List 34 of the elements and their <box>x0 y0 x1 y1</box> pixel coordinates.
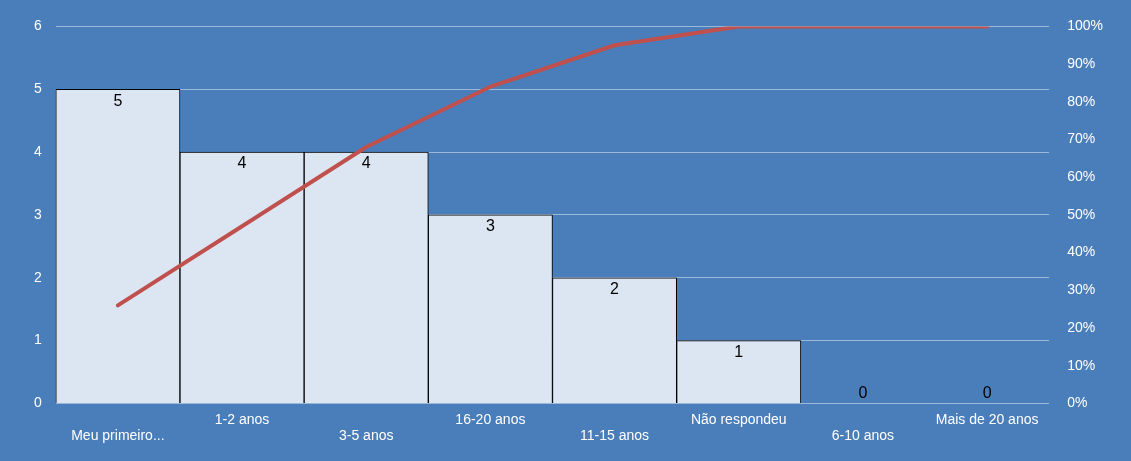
y2-tick-label: 20% <box>1067 318 1096 335</box>
y2-tick-label: 90% <box>1067 54 1096 71</box>
y-tick-label: 6 <box>33 17 42 34</box>
x-tick-label: Não respondeu <box>690 410 787 427</box>
y2-tick-label: 70% <box>1067 130 1096 147</box>
data-label: 5 <box>113 91 123 109</box>
y2-tick-label: 40% <box>1067 243 1096 260</box>
y2-tick-label: 60% <box>1067 168 1096 185</box>
y2-tick-label: 80% <box>1067 92 1096 109</box>
data-label: 0 <box>858 383 868 401</box>
x-tick-label: 16-20 anos <box>455 410 526 427</box>
y-tick-label: 5 <box>33 80 42 97</box>
data-label: 3 <box>485 217 495 235</box>
y-tick-label: 0 <box>33 394 42 411</box>
y-tick-label: 2 <box>33 268 42 285</box>
data-label: 4 <box>361 154 371 172</box>
y2-tick-label: 100% <box>1067 17 1104 34</box>
data-label: 1 <box>734 342 744 360</box>
y2-tick-label: 50% <box>1067 205 1096 222</box>
y-tick-label: 3 <box>33 205 42 222</box>
x-tick-label: 1-2 anos <box>214 410 270 427</box>
x-tick-label: 6-10 anos <box>831 427 895 444</box>
y2-tick-label: 30% <box>1067 281 1096 298</box>
data-label: 0 <box>982 383 992 401</box>
y-tick-label: 1 <box>33 331 42 348</box>
x-tick-label: 3-5 anos <box>338 427 394 444</box>
y2-tick-label: 10% <box>1067 356 1096 373</box>
data-label: 4 <box>237 154 247 172</box>
y2-tick-label: 0% <box>1067 394 1088 411</box>
x-tick-label: 11-15 anos <box>580 427 650 444</box>
data-label: 2 <box>610 280 620 298</box>
x-tick-label: Mais de 20 anos <box>935 410 1039 427</box>
y-tick-label: 4 <box>33 142 42 159</box>
x-tick-label: Meu primeiro... <box>71 427 165 444</box>
